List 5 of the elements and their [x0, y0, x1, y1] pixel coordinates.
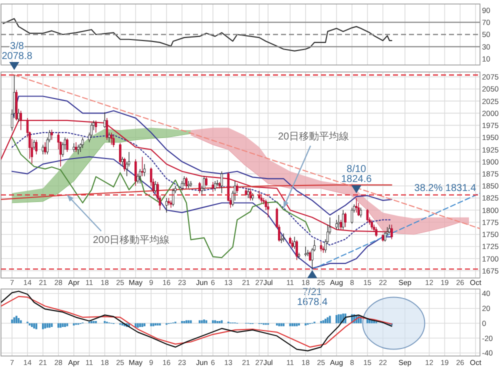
ref-line-label: 38.2% 1831.4 — [414, 182, 476, 194]
annotation: 20日移動平均線 — [278, 130, 350, 143]
annotation: 8/10 1824.6 — [341, 164, 372, 186]
annotation: 200日移動平均線 — [92, 234, 170, 246]
annotation: 7/21 1678.4 — [296, 287, 328, 308]
